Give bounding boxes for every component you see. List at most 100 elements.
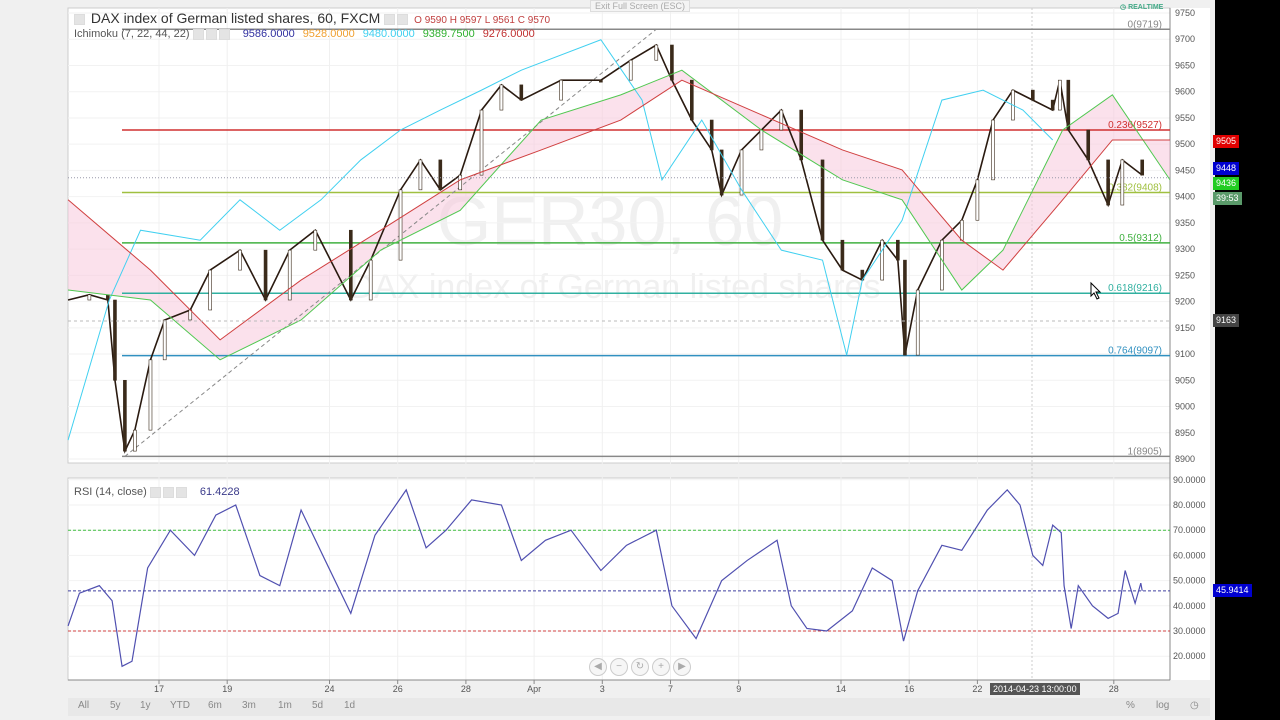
settings-icon[interactable] [384, 13, 396, 25]
zoom-out-button[interactable]: − [610, 658, 628, 676]
close-icon[interactable] [218, 28, 230, 40]
watermark-name: DAX index of German listed shares [349, 268, 880, 306]
candle [1120, 159, 1125, 206]
y-tick-label: 9450 [1175, 165, 1195, 175]
y-tick-label: 9200 [1175, 297, 1195, 307]
zoom-in-button[interactable]: + [652, 658, 670, 676]
rsi-value: 61.4228 [199, 486, 240, 498]
x-tick-label: 14 [836, 684, 846, 694]
x-tick-label: Apr [527, 684, 541, 694]
fib-level-label: 0.764(9097) [1108, 346, 1162, 357]
price-label: 39:53 [1213, 192, 1242, 206]
y-tick-label: 9100 [1175, 349, 1195, 359]
realtime-indicator: ◷ REALTIME [1120, 3, 1163, 12]
candle [1140, 159, 1145, 176]
candle [113, 299, 117, 381]
ichimoku-value: 9586.0000 [242, 28, 295, 40]
open-value: 9590 [424, 15, 447, 26]
x-tick-label: 7 [668, 684, 673, 694]
x-tick-label: 19 [222, 684, 232, 694]
ichimoku-value: 9389.7500 [422, 28, 475, 40]
series-senkou_a [68, 69, 1171, 361]
symbol-title: DAX index of German listed shares, 60, F… [90, 10, 381, 26]
candle [208, 269, 212, 311]
hide-icon[interactable] [192, 28, 204, 40]
range-button-5d[interactable]: 5d [312, 700, 324, 711]
rsi-current-label: 45.9414 [1213, 583, 1252, 597]
crosshair-time-label: 2014-04-23 13:00:00 [990, 683, 1080, 695]
rsi-line [67, 488, 1143, 668]
scale-button-percent[interactable]: % [1126, 700, 1135, 711]
x-tick-label: 28 [461, 684, 471, 694]
y-tick-label: 9350 [1175, 218, 1195, 228]
candle [148, 359, 153, 431]
c-label: C [517, 15, 526, 26]
scroll-left-button[interactable]: ◀ [589, 658, 607, 676]
ichimoku-value: 9480.0000 [362, 28, 415, 40]
range-button-1d[interactable]: 1d [344, 700, 356, 711]
x-tick-label: 26 [393, 684, 403, 694]
candle [559, 79, 563, 101]
star-icon[interactable] [74, 13, 85, 25]
clock-icon: ◷ [1120, 4, 1129, 11]
y-tick-label: 9000 [1175, 402, 1195, 412]
y-tick-label: 9500 [1175, 139, 1195, 149]
candle [238, 249, 242, 271]
candle [133, 429, 137, 452]
candle [739, 149, 744, 196]
candle [106, 294, 110, 301]
hide-icon[interactable] [149, 486, 161, 498]
range-button-6m[interactable]: 6m [208, 700, 222, 711]
candle [903, 259, 907, 356]
x-tick-label: 16 [904, 684, 914, 694]
series-chikou [67, 39, 1054, 441]
candle [959, 219, 964, 241]
scroll-right-button[interactable]: ▶ [673, 658, 691, 676]
candle [1106, 159, 1110, 206]
range-button-5y[interactable]: 5y [110, 700, 121, 711]
settings-icon[interactable] [162, 486, 174, 498]
candle [418, 159, 423, 191]
ichimoku-legend: Ichimoku (7, 22, 44, 22) 9586.0000 9528.0… [74, 28, 535, 40]
candle [599, 79, 603, 83]
close-value: 9570 [527, 15, 551, 26]
y-tick-label: 8950 [1175, 428, 1195, 438]
fib-level-label: 0.618(9216) [1108, 283, 1162, 294]
symbol-header: DAX index of German listed shares, 60, F… [74, 10, 550, 26]
x-tick-label: 17 [154, 684, 164, 694]
candle [398, 189, 403, 261]
range-button-all[interactable]: All [78, 700, 90, 711]
x-tick-label: 3 [600, 684, 605, 694]
range-button-1m[interactable]: 1m [278, 700, 292, 711]
ichimoku-value: 9528.0000 [302, 28, 355, 40]
exit-fullscreen-button[interactable]: Exit Full Screen (ESC) [590, 0, 691, 12]
watermark-symbol: GER30, 60 [437, 182, 783, 260]
scale-button-log[interactable]: log [1156, 700, 1170, 711]
close-icon[interactable] [175, 486, 187, 498]
l-label: L [484, 15, 490, 26]
range-button-1y[interactable]: 1y [140, 700, 151, 711]
settings-icon[interactable] [205, 28, 217, 40]
candle [896, 239, 900, 261]
range-button-ytd[interactable]: YTD [170, 700, 190, 711]
timezone-clock-icon[interactable]: ◷ [1190, 700, 1199, 711]
candle [368, 259, 373, 301]
high-value: 9597 [459, 15, 482, 26]
range-button-3m[interactable]: 3m [242, 700, 256, 711]
x-tick-label: 24 [324, 684, 334, 694]
price-label: 9448 [1213, 162, 1240, 176]
reset-button[interactable]: ↻ [631, 658, 649, 676]
rsi-pane [67, 477, 1171, 681]
hide-icon[interactable] [397, 13, 409, 25]
rsi-label: RSI (14, close) [74, 486, 147, 498]
low-value: 9561 [492, 15, 515, 26]
fib-level-label: 0(9719) [1128, 19, 1162, 30]
y-tick-label: 9300 [1175, 244, 1195, 254]
candle [349, 229, 353, 301]
rsi-tick-label: 70.0000 [1173, 525, 1206, 535]
candle [1058, 79, 1062, 111]
candle [690, 79, 694, 121]
candle [123, 379, 127, 452]
fib-level-label: 1(8905) [1128, 446, 1162, 457]
